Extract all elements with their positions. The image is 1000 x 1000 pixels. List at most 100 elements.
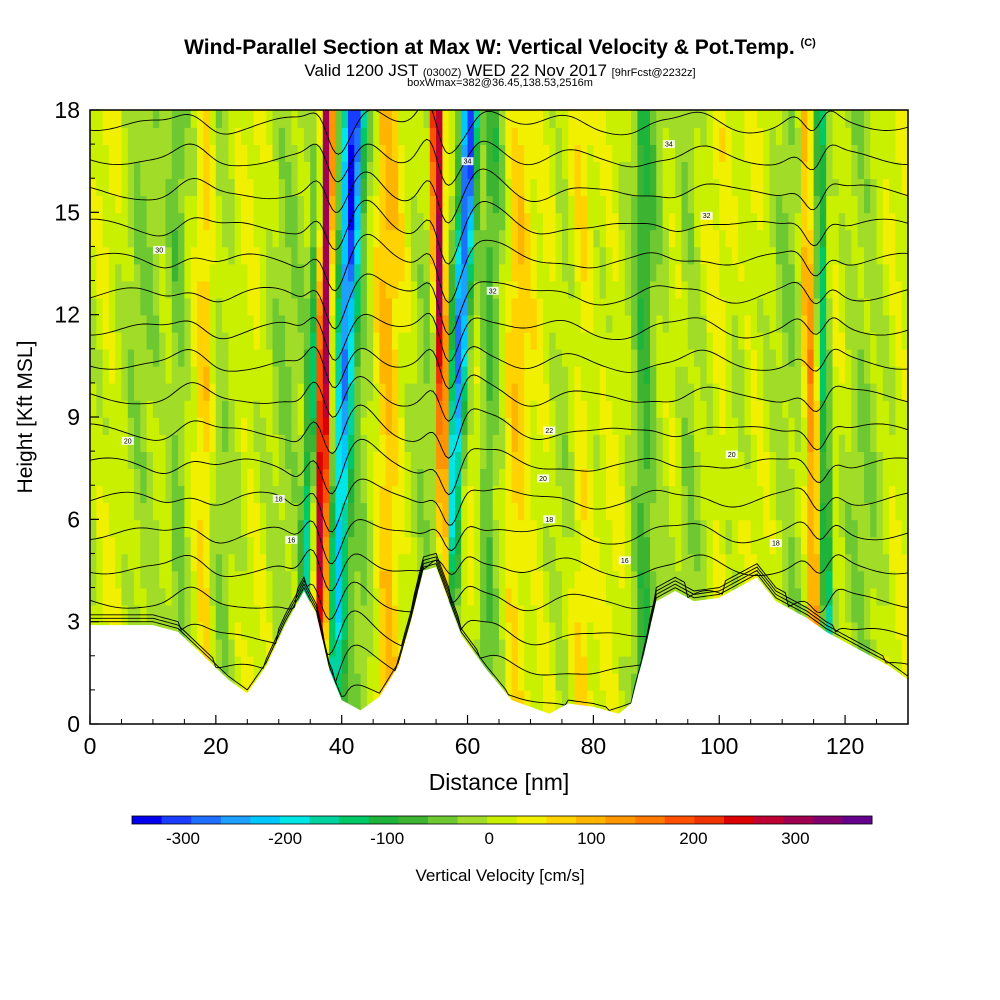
- vertical-velocity-cell: [134, 229, 142, 248]
- vertical-velocity-cell: [165, 553, 173, 572]
- vertical-velocity-cell: [750, 297, 758, 316]
- vertical-velocity-cell: [423, 246, 431, 265]
- vertical-velocity-cell: [712, 502, 720, 521]
- vertical-velocity-cell: [410, 382, 418, 401]
- vertical-velocity-cell: [266, 519, 274, 538]
- vertical-velocity-cell: [423, 229, 431, 248]
- x-tick-label: 120: [826, 733, 864, 759]
- vertical-velocity-cell: [215, 485, 223, 504]
- vertical-velocity-cell: [794, 519, 802, 538]
- vertical-velocity-cell: [838, 502, 846, 521]
- vertical-velocity-cell: [536, 553, 544, 572]
- vertical-velocity-cell: [864, 604, 872, 623]
- vertical-velocity-cell: [662, 502, 670, 521]
- vertical-velocity-cell: [618, 263, 626, 282]
- vertical-velocity-cell: [895, 485, 903, 504]
- vertical-velocity-cell: [241, 212, 249, 231]
- vertical-velocity-cell: [606, 195, 614, 214]
- vertical-velocity-cell: [694, 434, 702, 452]
- vertical-velocity-cell: [769, 468, 777, 487]
- vertical-velocity-cell: [341, 365, 349, 384]
- vertical-velocity-cell: [121, 212, 129, 231]
- vertical-velocity-cell: [392, 127, 400, 145]
- vertical-velocity-cell: [712, 451, 720, 469]
- vertical-velocity-cell: [197, 382, 205, 401]
- vertical-velocity-cell: [857, 587, 865, 606]
- vertical-velocity-cell: [876, 399, 884, 418]
- vertical-velocity-cell: [436, 382, 444, 401]
- vertical-velocity-cell: [574, 399, 582, 418]
- vertical-velocity-cell: [455, 297, 463, 316]
- vertical-velocity-cell: [329, 297, 337, 316]
- vertical-velocity-cell: [379, 127, 387, 145]
- vertical-velocity-cell: [681, 502, 689, 521]
- vertical-velocity-cell: [96, 314, 104, 333]
- vertical-velocity-cell: [278, 399, 286, 418]
- vertical-velocity-cell: [769, 451, 777, 469]
- vertical-velocity-cell: [184, 144, 192, 162]
- vertical-velocity-cell: [725, 399, 733, 418]
- vertical-velocity-cell: [794, 263, 802, 282]
- vertical-velocity-cell: [543, 570, 551, 589]
- vertical-velocity-cell: [316, 144, 324, 162]
- vertical-velocity-cell: [606, 417, 614, 435]
- vertical-velocity-cell: [499, 229, 507, 248]
- vertical-velocity-cell: [461, 263, 469, 282]
- vertical-velocity-cell: [807, 502, 815, 521]
- vertical-velocity-cell: [580, 621, 588, 640]
- vertical-velocity-cell: [788, 399, 796, 418]
- vertical-velocity-cell: [876, 604, 884, 623]
- vertical-velocity-cell: [895, 297, 903, 316]
- vertical-velocity-cell: [744, 399, 752, 418]
- vertical-velocity-cell: [882, 417, 890, 435]
- vertical-velocity-cell: [536, 195, 544, 214]
- vertical-velocity-cell: [102, 417, 110, 435]
- vertical-velocity-cell: [190, 314, 198, 333]
- vertical-velocity-cell: [184, 468, 192, 487]
- vertical-velocity-cell: [278, 365, 286, 384]
- vertical-velocity-cell: [96, 587, 104, 606]
- vertical-velocity-cell: [694, 451, 702, 469]
- vertical-velocity-cell: [511, 536, 519, 555]
- vertical-velocity-cell: [303, 382, 311, 401]
- vertical-velocity-cell: [845, 587, 853, 606]
- vertical-velocity-cell: [870, 331, 878, 350]
- vertical-velocity-cell: [650, 434, 658, 452]
- vertical-velocity-cell: [480, 178, 488, 197]
- vertical-velocity-cell: [618, 144, 626, 162]
- vertical-velocity-cell: [228, 212, 236, 231]
- vertical-velocity-cell: [706, 502, 714, 521]
- vertical-velocity-cell: [731, 365, 739, 384]
- vertical-velocity-cell: [662, 434, 670, 452]
- vertical-velocity-cell: [197, 536, 205, 555]
- vertical-velocity-cell: [574, 570, 582, 589]
- vertical-velocity-cell: [247, 178, 255, 197]
- vertical-velocity-cell: [373, 553, 381, 572]
- vertical-velocity-cell: [524, 638, 532, 657]
- vertical-velocity-cell: [178, 382, 186, 401]
- vertical-velocity-cell: [341, 689, 349, 708]
- vertical-velocity-cell: [467, 280, 475, 299]
- vertical-velocity-cell: [335, 297, 343, 316]
- vertical-velocity-cell: [782, 399, 790, 418]
- vertical-velocity-cell: [335, 331, 343, 350]
- contour-label-bg: [285, 535, 298, 544]
- vertical-velocity-cell: [561, 434, 569, 452]
- vertical-velocity-cell: [706, 212, 714, 231]
- vertical-velocity-cell: [668, 229, 676, 248]
- vertical-velocity-cell: [159, 297, 167, 316]
- vertical-velocity-cell: [826, 212, 834, 231]
- vertical-velocity-cell: [241, 417, 249, 435]
- vertical-velocity-cell: [788, 229, 796, 248]
- vertical-velocity-cell: [266, 502, 274, 521]
- vertical-velocity-cell: [857, 399, 865, 418]
- vertical-velocity-cell: [171, 161, 179, 180]
- vertical-velocity-cell: [587, 570, 595, 589]
- vertical-velocity-cell: [794, 485, 802, 504]
- vertical-velocity-cell: [807, 195, 815, 214]
- vertical-velocity-cell: [222, 553, 230, 572]
- vertical-velocity-cell: [197, 468, 205, 487]
- vertical-velocity-cell: [580, 638, 588, 657]
- vertical-velocity-cell: [549, 417, 557, 435]
- vertical-velocity-cell: [461, 485, 469, 504]
